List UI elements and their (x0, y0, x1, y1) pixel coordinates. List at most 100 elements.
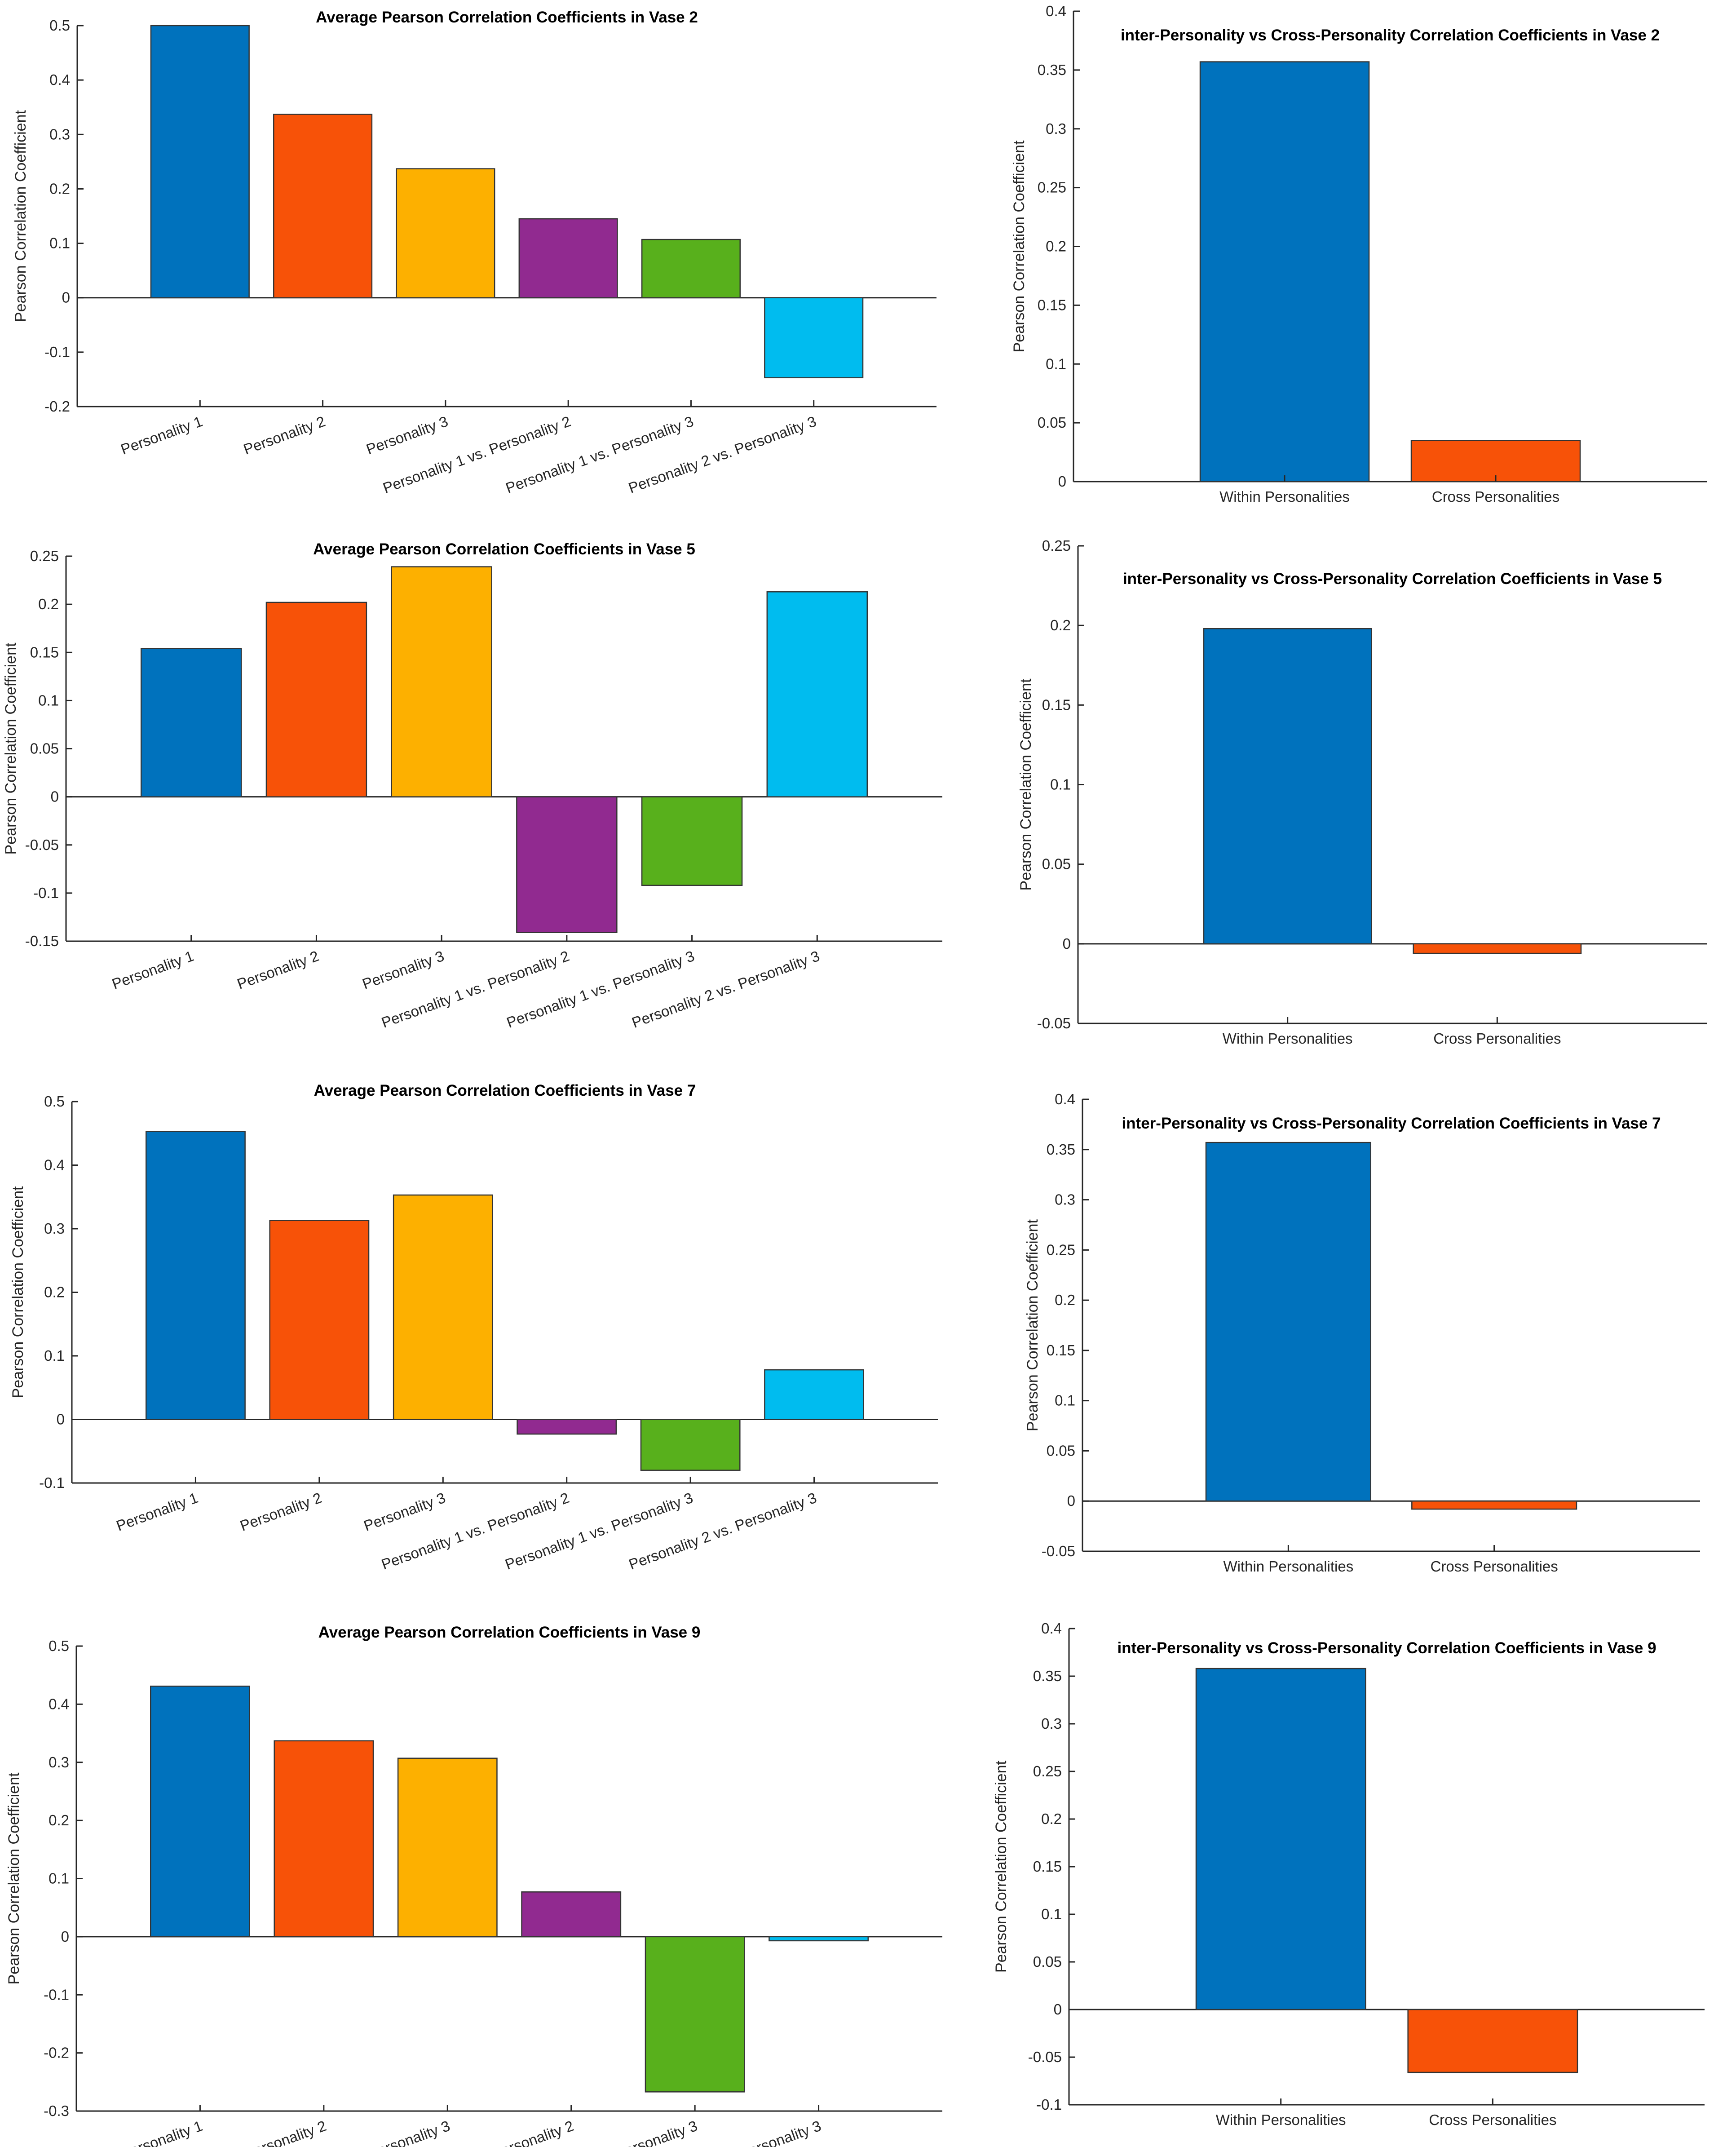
chart-title: inter-Personality vs Cross-Personality C… (1122, 1115, 1661, 1132)
y-tick-label: 0.4 (1055, 1091, 1075, 1107)
x-tick-label: Personality 1 (119, 413, 205, 458)
bar-personality-2-vs-personality-3 (766, 591, 868, 797)
bar-personality-1-vs-personality-2 (517, 1419, 617, 1435)
bar-personality-2-vs-personality-3 (764, 1369, 864, 1420)
y-axis-label: Pearson Correlation Coefficient (1024, 1219, 1041, 1431)
y-axis-label: Pearson Correlation Coefficient (1017, 678, 1034, 890)
y-tick-label: 0.3 (1041, 1715, 1062, 1732)
chart-inter-vase2: 0 0.05 0.1 0.15 0.2 0.25 0.3 0.35 0.4 Within Pers… (1011, 3, 1707, 505)
bar-personality-1-vs-personality-2 (518, 218, 618, 298)
y-tick-label: 0.1 (1055, 1392, 1075, 1409)
chart-avg-vase7: -0.1 0 0.1 0.2 0.3 0.4 0.5 Personality 1 Persona… (9, 1082, 938, 1573)
bar-personality-1-vs-personality-3 (645, 1936, 745, 2093)
y-tick-label: 0.3 (1046, 120, 1066, 137)
y-tick-label: 0 (61, 1928, 69, 1945)
bar-cross-personalities (1410, 440, 1581, 483)
x-tick-label: Personality 1 (110, 947, 196, 992)
y-tick-label: -0.2 (44, 398, 70, 415)
chart-title: Average Pearson Correlation Coefficients… (314, 1082, 696, 1099)
y-tick-label: 0.2 (1046, 238, 1066, 255)
y-tick-label: 0.2 (44, 1284, 65, 1301)
y-tick-label: 0 (62, 289, 70, 306)
y-tick-label: 0 (1063, 935, 1071, 952)
x-tick-label: Within Personalities (1219, 488, 1350, 505)
y-tick-label: 0.35 (1038, 62, 1066, 78)
y-tick-label: 0.15 (1038, 297, 1066, 313)
bar-personality-3 (396, 168, 495, 298)
x-tick-label: Cross Personalities (1429, 2112, 1556, 2128)
x-tick-label: Personality 3 (360, 947, 446, 992)
y-tick-label: 0.3 (1055, 1191, 1075, 1208)
y-tick-label: -0.1 (44, 1986, 69, 2003)
y-tick-label: 0 (57, 1411, 65, 1428)
y-tick-label: 0.05 (1033, 1953, 1062, 1970)
y-tick-label: -0.05 (1028, 2049, 1062, 2065)
y-tick-label: 0.5 (49, 1638, 69, 1654)
chart-avg-vase9: -0.3 -0.2 -0.1 0 0.1 0.2 0.3 0.4 0.5 Personality … (5, 1624, 942, 2147)
y-axis-label: Pearson Correlation Coefficient (5, 1772, 22, 1984)
chart-title: inter-Personality vs Cross-Personality C… (1117, 1639, 1656, 1657)
y-tick-label: 0.4 (49, 1695, 69, 1712)
bar-within-personalities (1203, 628, 1372, 945)
bar-within-personalities (1199, 61, 1370, 483)
y-tick-label: 0.1 (44, 1347, 65, 1364)
x-tick-label: Personality 1 (114, 1489, 200, 1534)
y-tick-label: -0.1 (1036, 2096, 1062, 2113)
y-tick-label: 0.15 (30, 644, 59, 660)
y-tick-label: 0.3 (49, 126, 70, 142)
x-tick-label: Within Personalities (1223, 1030, 1353, 1047)
bar-personality-1 (150, 1686, 250, 1938)
x-tick-label: Personality 3 (364, 413, 450, 458)
y-tick-label: 0.25 (1038, 179, 1066, 196)
y-tick-label: 0.1 (38, 692, 59, 708)
y-tick-label: 0.25 (1033, 1763, 1062, 1780)
y-tick-label: 0.1 (49, 1870, 69, 1887)
bar-personality-2 (273, 114, 373, 298)
y-tick-label: -0.05 (1037, 1015, 1071, 1031)
x-tick-label: Personality 2 (241, 413, 327, 458)
bar-cross-personalities (1411, 1500, 1577, 1510)
y-tick-label: 0.4 (1046, 3, 1066, 19)
bar-personality-2 (274, 1740, 374, 1938)
y-tick-label: 0.25 (1047, 1241, 1075, 1258)
y-tick-label: -0.05 (1042, 1543, 1075, 1559)
y-tick-label: 0.3 (49, 1754, 69, 1771)
bar-cross-personalities (1407, 2009, 1578, 2073)
chart-avg-vase2: -0.2 -0.1 0 0.1 0.2 0.3 0.4 0.5 Personality 1 Per… (12, 9, 936, 496)
y-tick-label: 0.2 (1050, 617, 1071, 633)
bar-personality-1 (140, 648, 242, 797)
chart-title: Average Pearson Correlation Coefficients… (318, 1624, 701, 1641)
y-tick-label: -0.2 (44, 2045, 69, 2061)
y-tick-label: 0.15 (1033, 1858, 1062, 1875)
bar-personality-3 (391, 566, 492, 797)
y-tick-label: 0.35 (1033, 1668, 1062, 1684)
bar-personality-1-vs-personality-2 (516, 796, 618, 933)
y-tick-label: 0.35 (1047, 1141, 1075, 1158)
x-tick-label: Cross Personalities (1431, 1558, 1558, 1575)
bar-personality-1-vs-personality-2 (521, 1891, 622, 1938)
bar-personality-1-vs-personality-3 (641, 796, 743, 886)
y-axis-label: Pearson Correlation Coefficient (2, 642, 19, 854)
y-tick-label: 0.05 (30, 740, 59, 757)
y-tick-label: 0.2 (49, 180, 70, 197)
chart-inter-vase7: -0.05 0 0.05 0.1 0.15 0.2 0.25 0.3 0.35 0.4 Within… (1024, 1091, 1700, 1575)
chart-avg-vase5: -0.15 -0.1 -0.05 0 0.05 0.1 0.15 0.2 0.25 Persona… (2, 540, 942, 1031)
y-tick-label: 0.2 (1055, 1292, 1075, 1308)
bar-personality-3 (393, 1194, 493, 1420)
y-tick-label: 0.2 (1041, 1811, 1062, 1827)
y-tick-label: 0.05 (1042, 856, 1071, 872)
x-tick-label: Personality 2 (238, 1489, 324, 1534)
x-tick-label: Personality 3 (362, 1489, 448, 1534)
y-axis-label: Pearson Correlation Coefficient (1011, 140, 1028, 352)
chart-title: inter-Personality vs Cross-Personality C… (1121, 27, 1660, 44)
x-tick-label: Within Personalities (1223, 1558, 1353, 1575)
bar-personality-2 (265, 602, 367, 797)
y-tick-label: 0.1 (1041, 1906, 1062, 1922)
bar-personality-2 (269, 1220, 370, 1420)
x-tick-label: Within Personalities (1216, 2112, 1346, 2128)
bar-personality-1 (150, 25, 250, 298)
chart-title: Average Pearson Correlation Coefficients… (313, 540, 695, 558)
bar-personality-1 (146, 1131, 246, 1420)
y-tick-label: 0 (1054, 2001, 1062, 2018)
